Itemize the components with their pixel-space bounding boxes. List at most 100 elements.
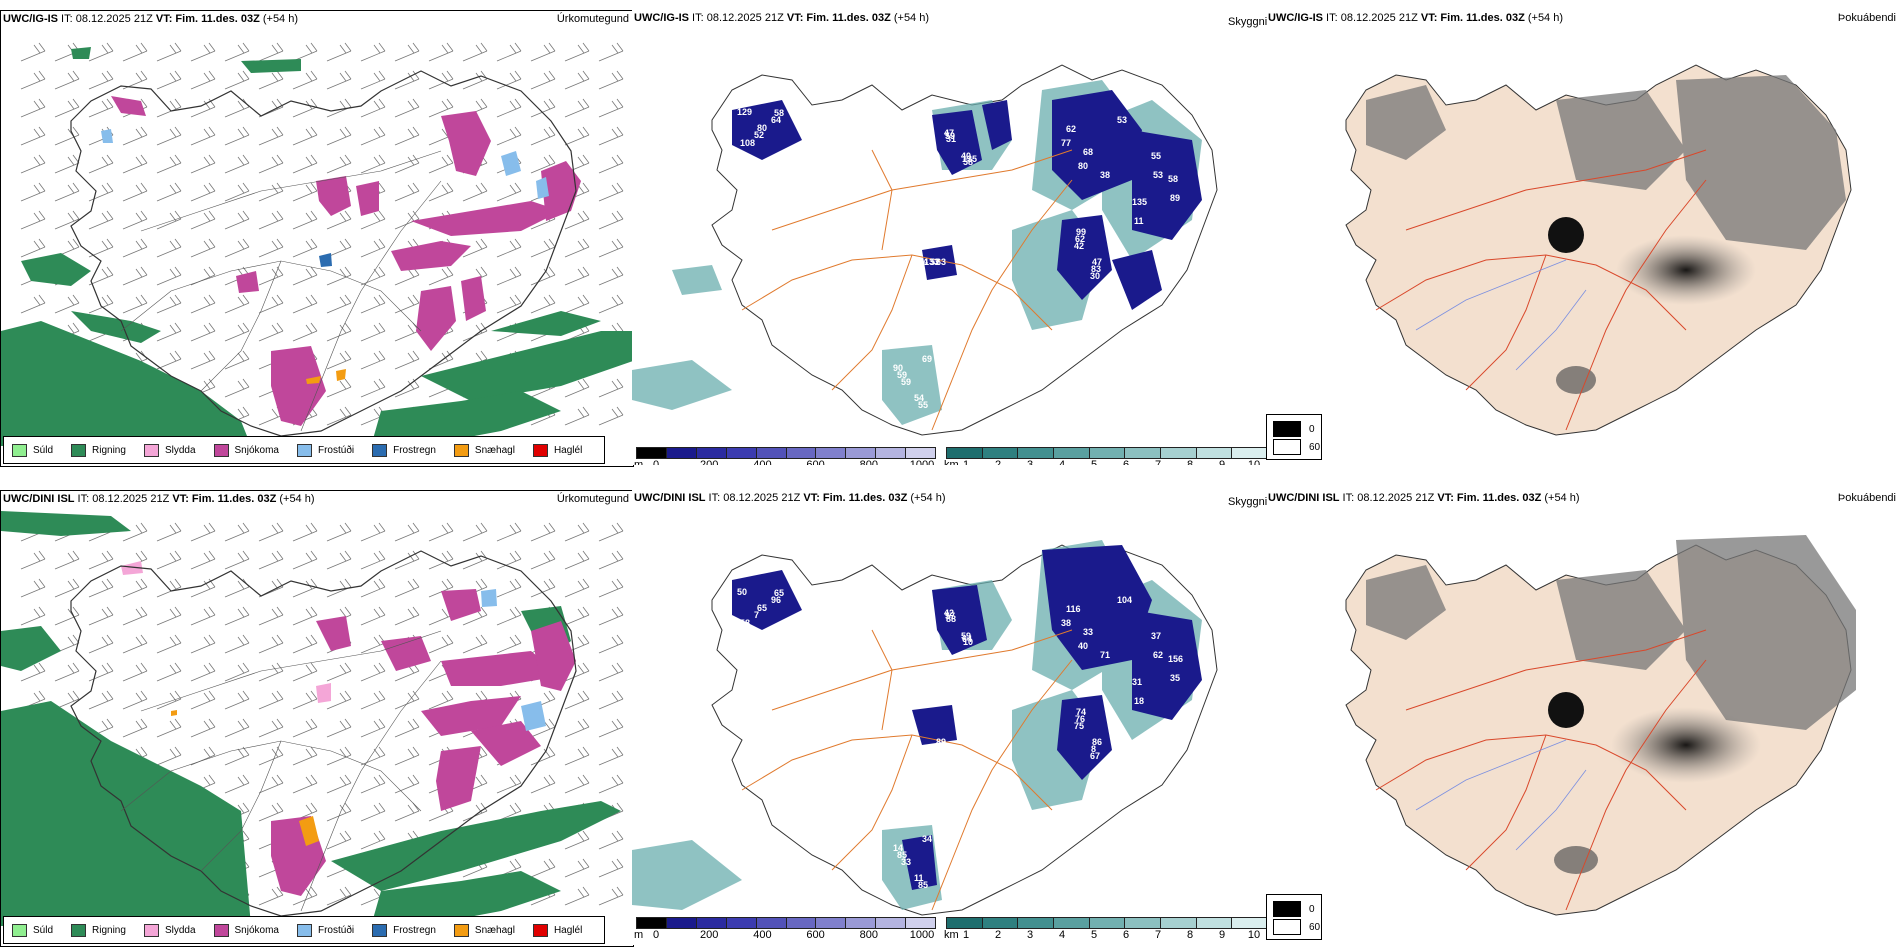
- wind-barb: [496, 98, 522, 118]
- visibility-map: 50 7 96 58 65 65 42 59 57 64 88 10 116 33 71 104 38 40 62 3…: [632, 540, 1218, 916]
- snow-areas: [271, 589, 576, 896]
- wind-barb: [190, 718, 216, 738]
- wind-barb: [598, 830, 624, 850]
- wind-barb: [530, 70, 556, 90]
- legend-label: Slydda: [164, 924, 196, 936]
- colorbar-tick: 3: [1026, 929, 1034, 941]
- wind-barb: [326, 406, 352, 426]
- visibility-km-colorbar: km 1 2 3 4 5 6 7 8 9 10: [944, 917, 1268, 943]
- wind-barb: [326, 70, 352, 90]
- wind-barb: [598, 690, 624, 710]
- visibility-value-label: 47: [1092, 257, 1102, 267]
- visibility-value-label: 76: [1075, 714, 1085, 724]
- wind-barb: [292, 718, 318, 738]
- wind-barb: [224, 522, 250, 542]
- wind-barb: [564, 690, 590, 710]
- wind-barb: [564, 406, 590, 426]
- fog-spot: [1554, 846, 1598, 874]
- colorbar-tick: 7: [1154, 459, 1162, 465]
- wind-barb: [292, 238, 318, 258]
- wind-barb: [394, 210, 420, 230]
- wind-barb: [496, 266, 522, 286]
- sleet-areas: [121, 561, 331, 703]
- wind-barb: [496, 634, 522, 654]
- wind-barb: [122, 126, 148, 146]
- legend-swatch: [372, 443, 388, 457]
- wind-barb: [598, 98, 624, 118]
- legend-swatch: [296, 443, 312, 457]
- wind-barb: [530, 522, 556, 542]
- visibility-value-label: 57: [945, 611, 955, 621]
- colorbar-tick: 600: [806, 459, 825, 465]
- panel-fog-top: UWC/IG-IS IT: 08.12.2025 21Z VT: Fim. 11…: [1266, 10, 1900, 465]
- wind-barb: [258, 802, 284, 822]
- wind-barb: [156, 322, 182, 342]
- wind-barb: [598, 522, 624, 542]
- wind-barb: [530, 578, 556, 598]
- wind-barb: [360, 662, 386, 682]
- wind-barb: [224, 662, 250, 682]
- visibility-value-label: 52: [754, 130, 764, 140]
- wind-barb: [292, 522, 318, 542]
- wind-barb: [598, 746, 624, 766]
- panel-header: UWC/IG-IS IT: 08.12.2025 21Z VT: Fim. 11…: [1268, 12, 1898, 28]
- wind-barb: [190, 210, 216, 230]
- wind-barb: [88, 550, 114, 570]
- legend-swatch: [71, 443, 87, 457]
- visibility-value-label: 55: [1151, 151, 1161, 161]
- wind-barb: [360, 550, 386, 570]
- wind-barb: [292, 70, 318, 90]
- wind-barb: [530, 126, 556, 146]
- wind-barb: [224, 294, 250, 314]
- wind-barb: [564, 378, 590, 398]
- model-name: UWC/DINI ISL: [3, 493, 75, 505]
- fog-legend-swatch: [1273, 439, 1301, 455]
- wind-barb: [292, 126, 318, 146]
- wind-barb: [258, 774, 284, 794]
- fog-index-legend: 0 60: [1266, 894, 1322, 940]
- visibility-value-label: 69: [922, 354, 932, 364]
- wind-barb: [258, 550, 284, 570]
- vt-label: VT:: [172, 493, 189, 505]
- graupel-areas: [171, 710, 319, 846]
- iceland-coastline: [70, 70, 577, 437]
- wind-barb: [564, 70, 590, 90]
- legend-swatch: [143, 923, 159, 937]
- legend-label: Rigning: [92, 444, 126, 456]
- visibility-value-label: 99: [1076, 227, 1086, 237]
- visibility-value-label: 31: [1132, 677, 1142, 687]
- wind-barb: [156, 266, 182, 286]
- wind-barb: [394, 98, 420, 118]
- roads: [741, 149, 1073, 431]
- wind-barb: [530, 266, 556, 286]
- wind-barb: [530, 154, 556, 174]
- legend-item: Frostregn: [372, 923, 436, 937]
- fog-legend-swatch: [1273, 901, 1301, 917]
- init-time: IT: 08.12.2025 21Z: [689, 12, 787, 24]
- wind-barb: [54, 606, 80, 626]
- wind-barb: [20, 154, 46, 174]
- wind-barb: [564, 98, 590, 118]
- wind-barb: [326, 210, 352, 230]
- roads: [120, 150, 442, 432]
- legend-swatch: [296, 923, 312, 937]
- wind-barb: [122, 662, 148, 682]
- colorbar-unit: km: [944, 459, 959, 465]
- wind-barb: [326, 378, 352, 398]
- wind-barb: [190, 322, 216, 342]
- wind-barb: [462, 322, 488, 342]
- wind-barb: [428, 578, 454, 598]
- wind-barb: [598, 266, 624, 286]
- wind-barb: [292, 98, 318, 118]
- wind-barb: [122, 182, 148, 202]
- vt-label: VT:: [786, 12, 804, 24]
- legend-item: Slydda: [143, 443, 196, 457]
- legend-swatch: [453, 923, 469, 937]
- visibility-value-label: 14: [893, 843, 903, 853]
- legend-swatch: [71, 923, 87, 937]
- wind-barb: [122, 238, 148, 258]
- wind-barb: [462, 182, 488, 202]
- wind-barb: [190, 606, 216, 626]
- visibility-value-label: 83: [1091, 264, 1101, 274]
- colorbar-tick: 200: [700, 929, 719, 941]
